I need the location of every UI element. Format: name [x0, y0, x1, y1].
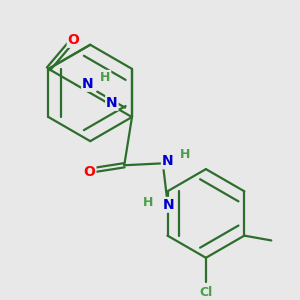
Text: O: O: [68, 33, 80, 47]
Text: N: N: [82, 77, 94, 91]
Text: H: H: [180, 148, 190, 161]
Text: O: O: [84, 165, 95, 179]
Text: H: H: [100, 71, 110, 84]
Text: Cl: Cl: [199, 286, 212, 299]
Text: H: H: [143, 196, 154, 209]
Text: N: N: [163, 198, 174, 212]
Text: N: N: [162, 154, 173, 168]
Text: N: N: [106, 96, 118, 110]
